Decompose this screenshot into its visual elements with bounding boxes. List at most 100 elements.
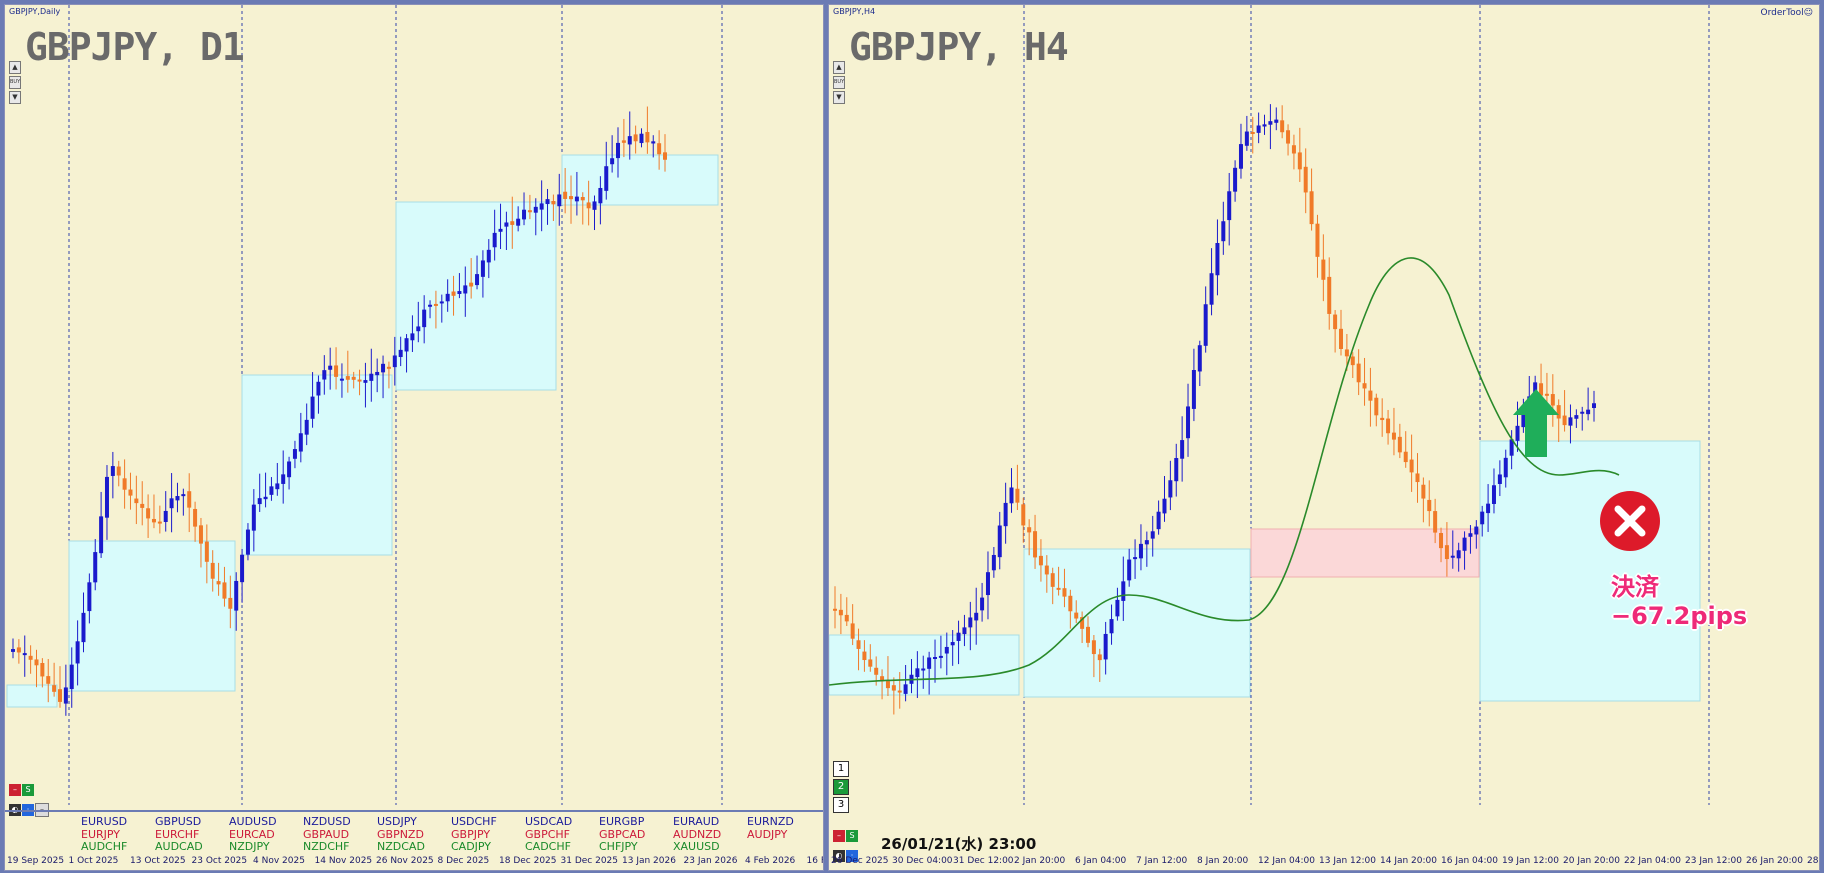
bear-candle: [885, 681, 890, 689]
symbol-button[interactable]: EURCAD: [229, 827, 275, 841]
symbol-button[interactable]: AUDCHF: [81, 840, 128, 853]
bear-candle: [128, 489, 133, 496]
bear-candle: [1044, 565, 1049, 575]
bear-candle: [1286, 130, 1291, 144]
bear-candle: [621, 140, 626, 143]
symbol-button[interactable]: AUDNZD: [673, 827, 722, 841]
h4-scale-buttons: ▲ BUY ▼: [833, 61, 845, 106]
bull-candle: [944, 646, 949, 654]
symbol-button[interactable]: EURUSD: [81, 815, 128, 828]
cursor-widget-icon[interactable]: ◐: [833, 850, 845, 862]
bull-candle: [1197, 345, 1202, 372]
d1-chart-panel[interactable]: GBPJPY,Daily GBPJPY, D1 ▲ BUY ▼ – S ◐ · – E…: [4, 4, 824, 871]
bull-candle: [1150, 531, 1155, 539]
symbol-button[interactable]: EURNZD: [747, 815, 794, 828]
h4-chart-canvas[interactable]: [829, 5, 1820, 871]
h4-chart-panel[interactable]: GBPJPY,H4 OrderTool☺ GBPJPY, H4 ▲ BUY ▼ …: [828, 4, 1820, 871]
x-tick-label: 7 Jan 12:00: [1136, 856, 1188, 866]
symbol-button[interactable]: CADCHF: [525, 840, 571, 853]
symbol-button[interactable]: XAUUSD: [673, 840, 720, 853]
settlement-label: 決済: [1611, 573, 1659, 601]
bull-candle: [292, 449, 297, 459]
symbol-button[interactable]: GBPCAD: [599, 827, 646, 841]
bear-candle: [1421, 484, 1426, 499]
bear-candle: [1021, 504, 1026, 526]
symbol-button[interactable]: GBPNZD: [377, 827, 424, 841]
buy-button[interactable]: BUY: [833, 76, 845, 89]
bull-candle: [104, 476, 109, 518]
symbol-column: NZDUSD GBPAUD NZDCHF: [303, 815, 377, 854]
bear-candle: [1062, 588, 1067, 597]
bull-candle: [1580, 411, 1585, 414]
bear-candle: [345, 376, 350, 380]
symbol-button[interactable]: NZDJPY: [229, 840, 270, 853]
symbol-button[interactable]: EURGBP: [599, 815, 645, 828]
symbol-button[interactable]: NZDCAD: [377, 840, 425, 853]
bull-candle: [363, 380, 368, 383]
symbol-button[interactable]: CADJPY: [451, 840, 492, 853]
symbol-button[interactable]: USDCHF: [451, 815, 497, 828]
bull-candle: [422, 309, 427, 328]
scale-down-button[interactable]: ▼: [833, 91, 845, 104]
session-box: [241, 374, 393, 556]
symbol-button[interactable]: AUDUSD: [229, 815, 277, 828]
symbol-button[interactable]: CHFJPY: [599, 840, 638, 853]
scale-down-button[interactable]: ▼: [9, 91, 21, 104]
bear-candle: [1339, 328, 1343, 349]
bear-candle: [1280, 120, 1285, 133]
bull-candle: [516, 218, 521, 226]
bull-candle: [962, 627, 967, 635]
s-widget[interactable]: S: [22, 784, 34, 796]
symbol-button[interactable]: GBPAUD: [303, 827, 350, 841]
moving-average-line: [829, 257, 1620, 686]
minus-widget[interactable]: –: [9, 784, 21, 796]
bull-candle: [545, 199, 550, 205]
symbol-column: GBPUSD EURCHF AUDCAD: [155, 815, 229, 854]
bear-candle: [1097, 654, 1102, 661]
s-widget[interactable]: S: [846, 830, 858, 842]
bull-candle: [980, 597, 985, 611]
symbol-button[interactable]: USDJPY: [377, 815, 417, 828]
number-button-3[interactable]: 3: [833, 797, 849, 813]
symbol-column: EURAUD AUDNZD XAUUSD: [673, 815, 747, 854]
bear-candle: [198, 525, 203, 544]
symbol-button[interactable]: GBPUSD: [155, 815, 202, 828]
bull-candle: [504, 222, 509, 227]
minus-widget[interactable]: –: [833, 830, 845, 842]
scale-up-button[interactable]: ▲: [9, 61, 21, 74]
bear-candle: [1091, 640, 1096, 655]
blue-widget[interactable]: ·: [846, 850, 858, 862]
symbol-button[interactable]: USDCAD: [525, 815, 573, 828]
number-button-1[interactable]: 1: [833, 761, 849, 777]
symbol-button[interactable]: AUDJPY: [747, 827, 788, 841]
bear-candle: [1303, 166, 1308, 193]
bull-candle: [1138, 543, 1143, 559]
symbol-button[interactable]: NZDUSD: [303, 815, 351, 828]
bear-candle: [1250, 132, 1255, 135]
bear-candle: [1427, 499, 1432, 512]
bull-candle: [1203, 304, 1208, 346]
bull-candle: [281, 474, 286, 484]
bull-candle: [1574, 415, 1579, 419]
bear-candle: [551, 201, 556, 205]
buy-button[interactable]: BUY: [9, 76, 21, 89]
bull-candle: [903, 684, 908, 694]
bull-candle: [410, 333, 415, 341]
bear-candle: [1544, 393, 1549, 396]
symbol-button[interactable]: NZDCHF: [303, 840, 350, 853]
bull-candle: [480, 260, 485, 277]
symbol-button[interactable]: AUDCAD: [155, 840, 203, 853]
d1-chart-canvas[interactable]: [5, 5, 824, 871]
bear-candle: [1333, 314, 1338, 330]
bear-candle: [862, 651, 867, 661]
number-button-2[interactable]: 2: [833, 779, 849, 795]
bear-candle: [1315, 223, 1320, 257]
bull-candle: [1127, 559, 1132, 581]
symbol-button[interactable]: EURCHF: [155, 827, 200, 841]
symbol-button[interactable]: EURJPY: [81, 827, 120, 841]
symbol-button[interactable]: GBPJPY: [451, 827, 491, 841]
scale-up-button[interactable]: ▲: [833, 61, 845, 74]
order-tool-label[interactable]: OrderTool☺: [1760, 8, 1813, 18]
symbol-button[interactable]: GBPCHF: [525, 827, 570, 841]
symbol-button[interactable]: EURAUD: [673, 815, 720, 828]
